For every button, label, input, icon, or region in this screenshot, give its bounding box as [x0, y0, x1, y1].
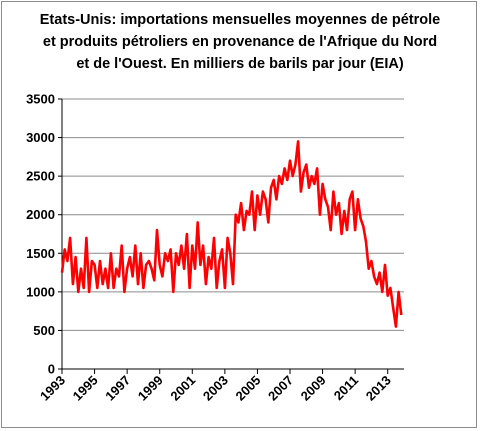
chart-title-line-1: Etats-Unis: importations mensuelles moye…: [39, 12, 441, 28]
y-tick-label: 0: [48, 362, 55, 377]
y-tick-label: 2500: [26, 169, 55, 184]
x-tick-label: 2005: [232, 373, 263, 404]
x-tick-label: 1993: [37, 373, 68, 404]
y-tick-label: 3500: [26, 92, 55, 107]
x-tick-label: 2009: [298, 373, 329, 404]
series-line-0: [60, 140, 403, 328]
x-tick-label: 2013: [363, 373, 394, 404]
x-tick-label: 2007: [265, 373, 296, 404]
x-tick-label: 2003: [200, 373, 231, 404]
chart-title-line-2: et produits pétroliers en provenance de …: [42, 34, 438, 50]
x-tick-label: 2001: [167, 373, 198, 404]
x-tick-label: 1995: [70, 373, 101, 404]
x-tick-label: 2011: [331, 373, 362, 404]
y-tick-label: 2000: [26, 207, 55, 222]
x-tick-label: 1999: [135, 373, 166, 404]
x-tick-label: 1997: [102, 373, 133, 404]
chart-title-line-3: et de l'Ouest. En milliers de barils par…: [76, 56, 404, 72]
y-tick-label: 500: [33, 323, 55, 338]
y-tick-label: 1500: [26, 246, 55, 261]
y-tick-label: 1000: [26, 284, 55, 299]
y-tick-label: 3000: [26, 130, 55, 145]
